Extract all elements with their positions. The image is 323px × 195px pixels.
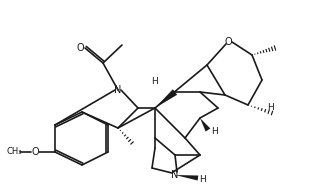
Text: H: H bbox=[266, 104, 273, 113]
Polygon shape bbox=[175, 175, 198, 181]
Polygon shape bbox=[200, 118, 210, 132]
Text: H: H bbox=[211, 128, 217, 136]
Text: H: H bbox=[151, 77, 158, 87]
Text: N: N bbox=[114, 85, 122, 95]
Text: O: O bbox=[224, 37, 232, 47]
Text: O: O bbox=[76, 43, 84, 53]
Text: O: O bbox=[31, 147, 39, 157]
Text: CH₃: CH₃ bbox=[6, 147, 22, 157]
Polygon shape bbox=[155, 89, 177, 108]
Text: N: N bbox=[171, 170, 179, 180]
Text: H: H bbox=[200, 175, 206, 183]
